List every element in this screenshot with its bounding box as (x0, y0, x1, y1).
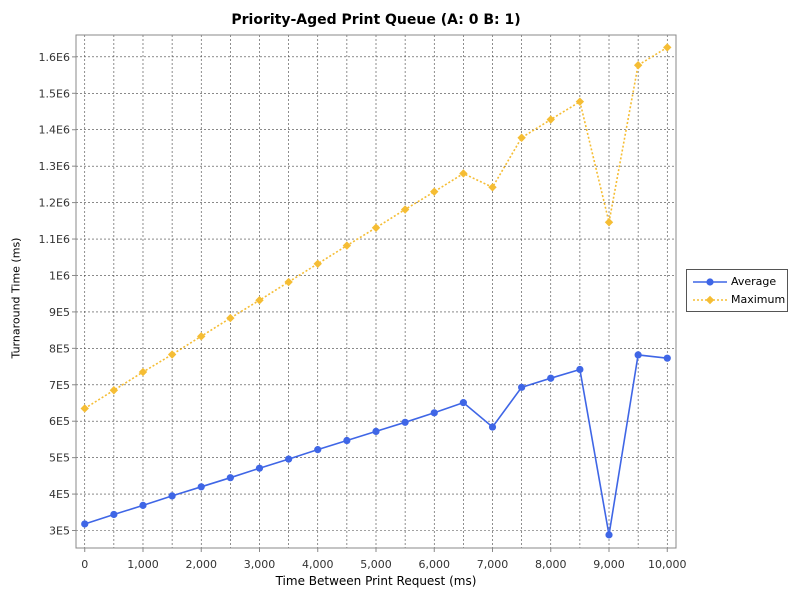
data-point-maximum (633, 61, 643, 70)
y-tick-label: 6E5 (49, 415, 70, 428)
data-point-average (605, 531, 613, 539)
data-point-average (663, 354, 671, 362)
x-tick-label: 1,000 (127, 558, 159, 571)
data-point-average (372, 427, 380, 436)
legend-label-average: Average (731, 275, 777, 288)
y-tick-label: 7E5 (49, 379, 70, 392)
data-point-average (110, 510, 118, 519)
x-tick-label: 3,000 (244, 558, 276, 571)
y-tick-label: 1.4E6 (39, 124, 70, 137)
data-point-average (168, 492, 176, 500)
data-point-average (197, 483, 205, 491)
data-point-average (314, 446, 322, 454)
data-point-maximum (517, 133, 526, 142)
data-point-maximum (313, 259, 322, 269)
data-point-average (518, 383, 526, 391)
data-point-average (634, 351, 642, 359)
data-point-maximum (488, 183, 497, 192)
data-point-average (226, 474, 234, 482)
data-point-average (547, 374, 555, 382)
y-tick-label: 8E5 (49, 342, 70, 355)
data-point-average (139, 501, 147, 509)
data-point-maximum (284, 277, 293, 287)
data-point-maximum (459, 169, 468, 178)
data-point-maximum (371, 223, 381, 232)
x-tick-label: 5,000 (360, 558, 392, 571)
x-tick-label: 9,000 (593, 558, 625, 571)
legend-item-maximum: Maximum (687, 292, 787, 308)
data-point-average (343, 436, 351, 445)
x-tick-label: 0 (81, 558, 88, 571)
data-point-average (576, 365, 584, 374)
data-point-average (81, 520, 89, 528)
data-point-maximum (197, 332, 206, 341)
x-axis-label: Time Between Print Request (ms) (275, 574, 477, 588)
data-point-average (401, 418, 409, 426)
data-point-maximum (663, 43, 672, 52)
data-point-maximum (226, 313, 235, 323)
x-tick-label: 6,000 (419, 558, 451, 571)
data-point-maximum (109, 386, 119, 395)
data-point-maximum (604, 218, 614, 227)
x-tick-label: 2,000 (185, 558, 217, 571)
data-point-maximum (342, 241, 352, 250)
data-point-average (285, 455, 293, 463)
legend-swatch-average (693, 278, 727, 286)
y-tick-label: 1.3E6 (39, 160, 70, 173)
y-tick-label: 4E5 (49, 488, 70, 501)
series-line-maximum (84, 46, 668, 410)
data-point-maximum (138, 367, 148, 377)
data-point-maximum (255, 296, 264, 305)
data-point-maximum (167, 350, 177, 359)
y-tick-label: 3E5 (49, 525, 70, 538)
x-tick-label: 4,000 (302, 558, 334, 571)
data-point-maximum (575, 97, 585, 106)
data-point-average (255, 464, 264, 472)
data-point-maximum (80, 404, 89, 413)
data-point-average (430, 409, 438, 417)
legend-swatch-maximum (693, 295, 727, 305)
data-point-maximum (546, 115, 555, 124)
chart-title: Priority-Aged Print Queue (A: 0 B: 1) (231, 12, 521, 28)
y-tick-label: 1.5E6 (39, 87, 70, 100)
legend-item-average: Average (687, 274, 787, 290)
data-point-maximum (400, 205, 410, 214)
y-tick-label: 9E5 (49, 306, 70, 319)
x-tick-label: 7,000 (477, 558, 509, 571)
y-tick-label: 1.1E6 (39, 233, 70, 246)
x-tick-label: 10,000 (648, 558, 687, 571)
y-tick-label: 1.2E6 (39, 197, 70, 210)
data-point-maximum (430, 187, 439, 196)
legend: Average Maximum (686, 269, 788, 312)
legend-label-maximum: Maximum (731, 293, 786, 306)
y-tick-label: 1E6 (49, 269, 70, 282)
data-point-average (488, 423, 497, 431)
y-tick-label: 5E5 (49, 452, 70, 465)
data-point-average (459, 399, 467, 407)
x-tick-label: 8,000 (535, 558, 567, 571)
y-tick-label: 1.6E6 (39, 51, 70, 64)
